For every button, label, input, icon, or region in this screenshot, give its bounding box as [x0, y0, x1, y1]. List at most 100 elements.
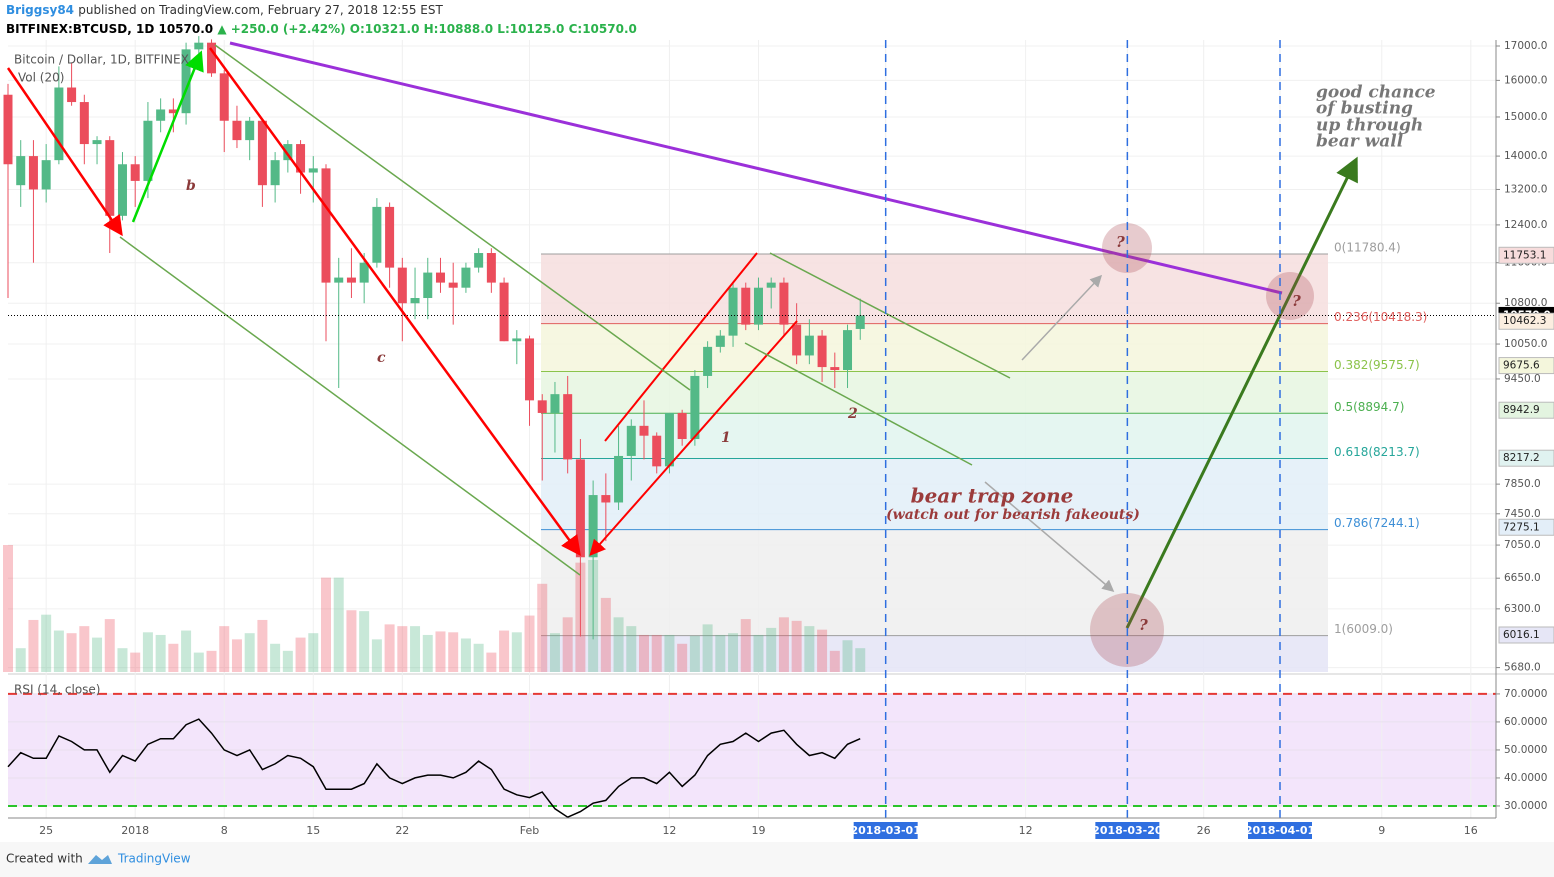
candle-body [3, 94, 13, 165]
candle-body [703, 346, 713, 376]
volume-bar [460, 638, 471, 672]
y-tick-label: 7050.0 [1504, 539, 1541, 551]
x-tick-label: 15 [306, 824, 320, 837]
volume-bar [410, 626, 421, 672]
candle-body [588, 495, 598, 558]
candle-body [92, 140, 102, 145]
candle-body [296, 144, 306, 173]
volume-bar [448, 632, 459, 672]
y-tick-label: 7850.0 [1504, 478, 1541, 490]
volume-bar [28, 619, 39, 672]
y-tick-label: 60.0000 [1504, 716, 1547, 728]
volume-bar [359, 611, 370, 672]
fib-label: 0.786(7244.1) [1334, 516, 1420, 530]
candle-body [550, 394, 560, 413]
candle-body [753, 287, 763, 325]
y-tick-label: 6300.0 [1504, 603, 1541, 615]
volume-bar [626, 626, 637, 672]
rsi-line [7, 718, 861, 819]
wave-label: 2 [847, 406, 858, 422]
volume-bar [308, 633, 319, 672]
price-label-box [1498, 626, 1554, 644]
candle-body [232, 120, 242, 141]
fib-label: 0.618(8213.7) [1334, 445, 1420, 459]
y-tick-label: 9450.0 [1504, 373, 1541, 385]
fib-zone [541, 458, 1328, 530]
header-line-1: Briggsy84 published on TradingView.com, … [6, 3, 443, 17]
y-tick-label: 12400.0 [1504, 219, 1547, 231]
last-price: 10570.0 [158, 22, 214, 36]
volume-bar [715, 634, 726, 672]
volume-bar [346, 610, 357, 672]
candle-body [626, 425, 636, 456]
candle-body [308, 168, 318, 173]
volume-bar [664, 634, 675, 672]
candle-body [67, 87, 77, 103]
candle-body [346, 277, 356, 283]
candle-body [207, 42, 217, 74]
y-tick-label: 10050.0 [1504, 338, 1547, 350]
volume-bar [66, 633, 77, 672]
footer-brand[interactable]: TradingView [117, 852, 191, 866]
candle-body [245, 120, 255, 141]
volume-bar [639, 634, 649, 672]
candle-body [614, 455, 624, 503]
volume-bar [3, 545, 13, 672]
author[interactable]: Briggsy84 [6, 3, 75, 17]
volume-bar [549, 633, 560, 672]
price-label-box [1498, 246, 1554, 264]
price-label: 11753.1 [1503, 249, 1546, 261]
candle-body [448, 282, 458, 288]
candle-body [435, 272, 445, 283]
volume-bar [53, 630, 64, 672]
price-label: 7275.1 [1503, 521, 1540, 533]
candle-body [830, 367, 840, 371]
volume-bar [740, 619, 751, 672]
price-label-box [1498, 449, 1554, 467]
candle-body [321, 168, 331, 283]
candle-body [855, 315, 865, 329]
x-tick-label: 25 [39, 824, 53, 837]
volume-bar [791, 620, 802, 672]
volume-bar [728, 633, 739, 672]
volume-bar [181, 630, 192, 672]
fib-label: 1(6009.0) [1334, 622, 1393, 636]
candle-body [639, 425, 649, 436]
y-tick-label: 10800.0 [1504, 297, 1547, 309]
candle-body [397, 267, 407, 304]
x-tick-label: 12 [662, 824, 676, 837]
candle-body [79, 102, 89, 145]
bust-note: bear wall [1316, 132, 1404, 152]
price-label-box [1498, 518, 1554, 536]
candle-body [257, 120, 267, 186]
volume-bar [384, 624, 395, 672]
x-tick-label: 19 [751, 824, 765, 837]
volume-bar [435, 631, 446, 672]
candle-body [563, 394, 573, 460]
candle-body [461, 267, 471, 288]
y-tick-label: 16000.0 [1504, 74, 1547, 86]
fib-zone [541, 371, 1328, 414]
ohlc: L:10125.0 [497, 22, 565, 36]
volume-bar [244, 633, 255, 672]
volume-bar [270, 643, 281, 672]
candle-body [664, 412, 674, 467]
candle-body [766, 282, 776, 288]
footer-created: Created with [6, 852, 83, 866]
candle-body [575, 459, 585, 558]
candle-body [410, 298, 420, 304]
candle-body [181, 49, 191, 114]
candle-body [156, 109, 166, 121]
wave-label: b [186, 178, 196, 194]
volume-bar [15, 648, 26, 672]
fib-zone [541, 635, 1328, 672]
volume-bar [817, 629, 828, 672]
volume-bar [600, 597, 611, 672]
volume-bar [829, 650, 840, 672]
y-tick-label: 70.0000 [1504, 688, 1547, 700]
volume-bar [753, 634, 764, 672]
question: ? [1292, 292, 1301, 310]
date-marker-box [1095, 822, 1160, 839]
wave-label: 1 [721, 430, 731, 446]
bust-note: of busting [1316, 99, 1413, 119]
